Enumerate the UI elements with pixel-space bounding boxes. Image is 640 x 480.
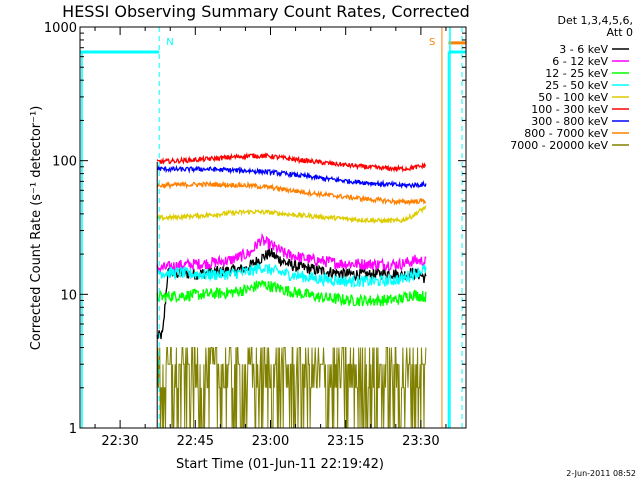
legend-header-0: Det 1,3,4,5,6, [557, 14, 633, 27]
legend-label-5: 50 - 100 keV [538, 91, 608, 104]
axes: 1 10 100 1000 22:30 22:45 23:00 23:15 23:30 [44, 21, 467, 449]
marker-label-s: S [429, 37, 435, 48]
series-line-6 [156, 151, 427, 173]
series-line-4 [156, 262, 427, 289]
marker-label-n: N [166, 37, 173, 48]
chart-title: HESSI Observing Summary Count Rates, Cor… [62, 2, 470, 21]
x-tick-label-2: 23:00 [252, 434, 289, 449]
series-line-1 [156, 247, 427, 340]
series-line-5 [156, 205, 427, 225]
legend-label-6: 100 - 300 keV [531, 103, 608, 116]
legend-label-2: 6 - 12 keV [552, 55, 608, 68]
x-axis-label: Start Time (01-Jun-11 22:19:42) [176, 457, 384, 472]
series-line-7 [156, 164, 427, 190]
series-line-2 [156, 232, 427, 273]
y-tick-label-0: 1 [69, 422, 77, 437]
y-tick-label-1: 10 [60, 288, 77, 303]
legend-label-7: 300 - 800 keV [531, 115, 608, 128]
legend-header-1: Att 0 [607, 26, 633, 39]
series-line-3 [156, 280, 427, 307]
y-tick-label-3: 1000 [44, 21, 77, 36]
x-tick-label-0: 22:30 [101, 434, 138, 449]
x-tick-label-1: 22:45 [177, 434, 214, 449]
legend-label-1: 3 - 6 keV [559, 43, 608, 56]
legend-label-8: 800 - 7000 keV [524, 127, 608, 140]
x-tick-label-4: 23:30 [402, 434, 439, 449]
x-tick-label-3: 23:15 [327, 434, 364, 449]
legend-label-9: 7000 - 20000 keV [510, 139, 608, 152]
footer-timestamp: 2-Jun-2011 08:52 [566, 469, 636, 478]
legend-label-3: 12 - 25 keV [545, 67, 608, 80]
legend-label-4: 25 - 50 keV [545, 79, 608, 92]
plot-frame [79, 26, 467, 429]
y-tick-label-2: 100 [52, 155, 77, 170]
series-line-8 [156, 180, 426, 207]
y-axis-label: Corrected Count Rate (s⁻¹ detector⁻¹) [29, 106, 44, 351]
